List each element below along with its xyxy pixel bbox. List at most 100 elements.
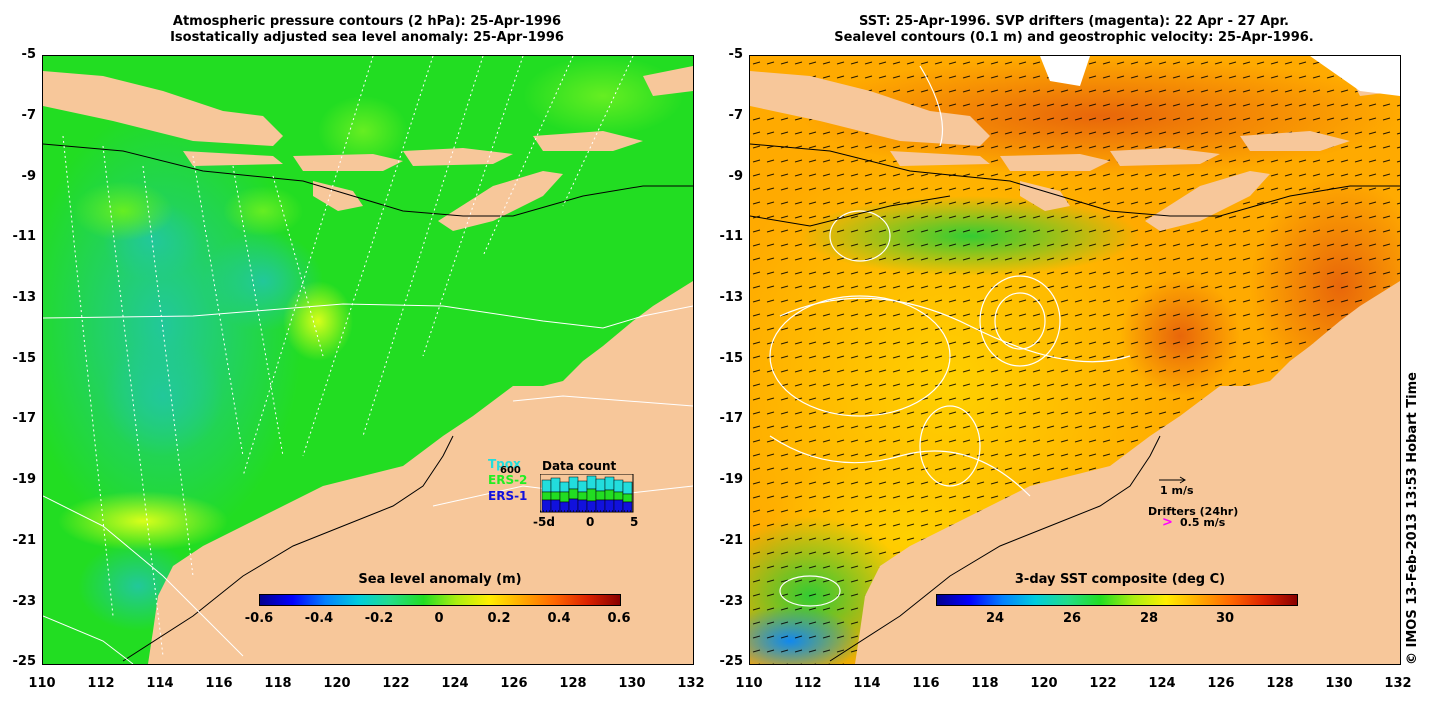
- right-xtick: 126: [1207, 676, 1235, 691]
- wetar-island: [533, 131, 643, 151]
- sst-colorbar: [936, 594, 1298, 606]
- left-xtick: 116: [205, 676, 233, 691]
- right-ytick: -9: [728, 169, 743, 184]
- satellite-tracks: [62, 56, 634, 657]
- left-ytick: -17: [12, 411, 37, 426]
- drifters-symbol: >: [1162, 515, 1173, 530]
- data-count-legend-ers2: ERS-2: [488, 473, 528, 487]
- velocity-scale-arrow: [1159, 476, 1186, 484]
- left-xtick: 128: [559, 676, 587, 691]
- histogram-bars: [541, 475, 633, 513]
- right-xtick: 130: [1325, 676, 1353, 691]
- imos-credit: © IMOS 13-Feb-2013 13:53 Hobart Time: [1405, 372, 1420, 665]
- left-xtick: 118: [264, 676, 292, 691]
- sumbawa-island: [1000, 154, 1110, 171]
- right-ytick: -13: [719, 290, 744, 305]
- left-xtick: 120: [323, 676, 351, 691]
- data-count-ylabel: 600: [500, 465, 521, 476]
- flores-island: [1110, 148, 1220, 166]
- right-ytick: -7: [728, 108, 743, 123]
- left-map-panel: [42, 55, 694, 665]
- left-ytick: -11: [12, 229, 37, 244]
- drifters-label: Drifters (24hr): [1148, 505, 1239, 518]
- left-ytick: -9: [21, 169, 36, 184]
- sst-colorbar-title: 3-day SST composite (deg C): [1014, 572, 1226, 587]
- sst-map: [750, 56, 1400, 664]
- sla-colorbar-tick: -0.2: [364, 611, 394, 626]
- right-ytick: -5: [728, 47, 743, 62]
- left-xtick: 130: [618, 676, 646, 691]
- right-title-line2: Sealevel contours (0.1 m) and geostrophi…: [834, 30, 1314, 45]
- right-xtick: 118: [971, 676, 999, 691]
- sst-colorbar-tick: 24: [985, 611, 1005, 626]
- bali-lombok-island: [890, 151, 990, 166]
- sumba-island: [313, 181, 363, 211]
- left-xtick: 124: [441, 676, 469, 691]
- right-xtick: 110: [735, 676, 763, 691]
- left-ytick: -15: [12, 351, 37, 366]
- right-xtick: 114: [853, 676, 881, 691]
- left-ytick: -23: [12, 594, 37, 609]
- right-xtick: 124: [1148, 676, 1176, 691]
- wetar-island: [1240, 131, 1350, 151]
- left-ytick: -13: [12, 290, 37, 305]
- sla-colorbar-tick: -0.6: [244, 611, 274, 626]
- right-ytick: -19: [719, 472, 744, 487]
- right-xtick: 112: [794, 676, 822, 691]
- left-ytick: -5: [21, 47, 36, 62]
- velocity-scale-label: 1 m/s: [1160, 484, 1194, 497]
- right-xtick: 116: [912, 676, 940, 691]
- right-title-line1: SST: 25-Apr-1996. SVP drifters (magenta)…: [859, 14, 1289, 29]
- sla-colorbar-tick: 0.6: [607, 611, 631, 626]
- left-ytick: -25: [12, 654, 37, 669]
- left-ytick: -21: [12, 533, 37, 548]
- data-count-xtick: 5: [630, 515, 639, 529]
- data-count-xtick: 0: [586, 515, 595, 529]
- right-ytick: -17: [719, 411, 744, 426]
- data-count-legend-tpox: Tpox: [488, 457, 521, 471]
- sealevel-contours: [769, 65, 1131, 607]
- right-map-panel: [749, 55, 1401, 665]
- sst-colorbar-tick: 26: [1062, 611, 1082, 626]
- right-ytick: -15: [719, 351, 744, 366]
- sla-colorbar-tick: 0.2: [487, 611, 511, 626]
- sla-high-eddy: [283, 281, 353, 361]
- left-xtick: 114: [146, 676, 174, 691]
- sla-colorbar-title: Sea level anomaly (m): [358, 572, 522, 587]
- left-title-line1: Atmospheric pressure contours (2 hPa): 2…: [172, 14, 562, 29]
- right-xtick: 132: [1384, 676, 1412, 691]
- data-count-xtick: -5d: [533, 515, 555, 529]
- left-xtick: 112: [87, 676, 115, 691]
- right-xtick: 128: [1266, 676, 1294, 691]
- sla-colorbar-tick: -0.4: [304, 611, 334, 626]
- sumba-island: [1020, 181, 1070, 211]
- right-xtick: 122: [1089, 676, 1117, 691]
- bali-lombok-island: [183, 151, 283, 166]
- right-ytick: -23: [719, 594, 744, 609]
- left-xtick: 122: [382, 676, 410, 691]
- left-xtick: 132: [677, 676, 705, 691]
- right-ytick: -25: [719, 654, 744, 669]
- sla-colorbar-tick: 0: [434, 611, 444, 626]
- sla-colorbar: [259, 594, 621, 606]
- drifters-scale-label: 0.5 m/s: [1180, 516, 1226, 529]
- sla-map: [43, 56, 693, 664]
- data-count-histogram: [540, 474, 634, 513]
- data-count-legend-ers1: ERS-1: [488, 489, 528, 503]
- sumbawa-island: [293, 154, 403, 171]
- data-count-title: Data count: [542, 459, 617, 473]
- left-ytick: -7: [21, 108, 36, 123]
- australia-landmass: [855, 281, 1400, 664]
- left-ytick: -19: [12, 472, 37, 487]
- right-ytick: -21: [719, 533, 744, 548]
- right-ytick: -11: [719, 229, 744, 244]
- sst-colorbar-tick: 28: [1139, 611, 1159, 626]
- sla-colorbar-tick: 0.4: [547, 611, 571, 626]
- right-xtick: 120: [1030, 676, 1058, 691]
- java-island: [750, 71, 990, 146]
- java-island: [43, 71, 283, 146]
- australia-landmass: [148, 281, 693, 664]
- left-title-line2: Isostatically adjusted sea level anomaly…: [170, 30, 564, 45]
- flores-island: [403, 148, 513, 166]
- left-xtick: 110: [28, 676, 56, 691]
